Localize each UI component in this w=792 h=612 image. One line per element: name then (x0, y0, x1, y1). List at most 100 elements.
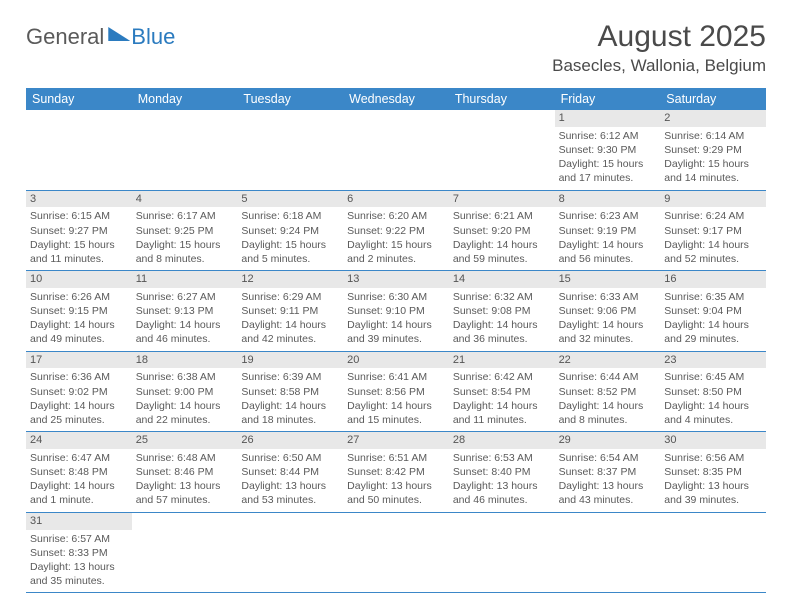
calendar-cell: 23Sunrise: 6:45 AMSunset: 8:50 PMDayligh… (660, 352, 766, 433)
calendar-row: 24Sunrise: 6:47 AMSunset: 8:48 PMDayligh… (26, 432, 766, 513)
day-sunrise: Sunrise: 6:50 AM (241, 451, 339, 465)
calendar-cell: 2Sunrise: 6:14 AMSunset: 9:29 PMDaylight… (660, 110, 766, 191)
day-number: 9 (660, 191, 766, 208)
calendar-cell-empty (132, 513, 238, 593)
day-content: Sunrise: 6:44 AMSunset: 8:52 PMDaylight:… (555, 368, 661, 431)
day-sunset: Sunset: 8:33 PM (30, 546, 128, 560)
day-sunrise: Sunrise: 6:27 AM (136, 290, 234, 304)
calendar-cell: 11Sunrise: 6:27 AMSunset: 9:13 PMDayligh… (132, 271, 238, 352)
day-content: Sunrise: 6:15 AMSunset: 9:27 PMDaylight:… (26, 207, 132, 270)
day-daylight: Daylight: 15 hours and 2 minutes. (347, 238, 445, 266)
calendar-cell: 14Sunrise: 6:32 AMSunset: 9:08 PMDayligh… (449, 271, 555, 352)
calendar-cell: 13Sunrise: 6:30 AMSunset: 9:10 PMDayligh… (343, 271, 449, 352)
page-header: General Blue August 2025 Basecles, Wallo… (26, 20, 766, 76)
calendar-cell: 8Sunrise: 6:23 AMSunset: 9:19 PMDaylight… (555, 191, 661, 272)
calendar-cell: 31Sunrise: 6:57 AMSunset: 8:33 PMDayligh… (26, 513, 132, 593)
day-sunset: Sunset: 8:37 PM (559, 465, 657, 479)
day-sunrise: Sunrise: 6:51 AM (347, 451, 445, 465)
calendar-cell: 29Sunrise: 6:54 AMSunset: 8:37 PMDayligh… (555, 432, 661, 513)
weekday-header: Saturday (660, 88, 766, 110)
day-sunrise: Sunrise: 6:44 AM (559, 370, 657, 384)
calendar-header-row: SundayMondayTuesdayWednesdayThursdayFrid… (26, 88, 766, 110)
day-number: 14 (449, 271, 555, 288)
calendar-row: 31Sunrise: 6:57 AMSunset: 8:33 PMDayligh… (26, 513, 766, 593)
day-daylight: Daylight: 14 hours and 29 minutes. (664, 318, 762, 346)
title-block: August 2025 Basecles, Wallonia, Belgium (552, 20, 766, 76)
calendar-cell: 17Sunrise: 6:36 AMSunset: 9:02 PMDayligh… (26, 352, 132, 433)
day-sunset: Sunset: 8:58 PM (241, 385, 339, 399)
day-daylight: Daylight: 13 hours and 57 minutes. (136, 479, 234, 507)
day-content: Sunrise: 6:57 AMSunset: 8:33 PMDaylight:… (26, 530, 132, 593)
day-sunrise: Sunrise: 6:23 AM (559, 209, 657, 223)
day-number: 24 (26, 432, 132, 449)
day-daylight: Daylight: 14 hours and 4 minutes. (664, 399, 762, 427)
day-sunset: Sunset: 8:40 PM (453, 465, 551, 479)
day-sunrise: Sunrise: 6:17 AM (136, 209, 234, 223)
day-daylight: Daylight: 14 hours and 49 minutes. (30, 318, 128, 346)
location-label: Basecles, Wallonia, Belgium (552, 56, 766, 76)
day-number: 20 (343, 352, 449, 369)
day-number: 4 (132, 191, 238, 208)
calendar-cell: 12Sunrise: 6:29 AMSunset: 9:11 PMDayligh… (237, 271, 343, 352)
day-sunrise: Sunrise: 6:21 AM (453, 209, 551, 223)
calendar-cell: 5Sunrise: 6:18 AMSunset: 9:24 PMDaylight… (237, 191, 343, 272)
calendar-cell: 22Sunrise: 6:44 AMSunset: 8:52 PMDayligh… (555, 352, 661, 433)
day-daylight: Daylight: 15 hours and 8 minutes. (136, 238, 234, 266)
day-content: Sunrise: 6:32 AMSunset: 9:08 PMDaylight:… (449, 288, 555, 351)
day-number: 8 (555, 191, 661, 208)
day-sunrise: Sunrise: 6:57 AM (30, 532, 128, 546)
day-daylight: Daylight: 13 hours and 46 minutes. (453, 479, 551, 507)
day-sunset: Sunset: 9:24 PM (241, 224, 339, 238)
calendar-cell: 20Sunrise: 6:41 AMSunset: 8:56 PMDayligh… (343, 352, 449, 433)
calendar-cell: 28Sunrise: 6:53 AMSunset: 8:40 PMDayligh… (449, 432, 555, 513)
day-sunrise: Sunrise: 6:26 AM (30, 290, 128, 304)
day-daylight: Daylight: 14 hours and 25 minutes. (30, 399, 128, 427)
day-number: 13 (343, 271, 449, 288)
day-sunset: Sunset: 9:27 PM (30, 224, 128, 238)
day-number: 3 (26, 191, 132, 208)
day-daylight: Daylight: 14 hours and 8 minutes. (559, 399, 657, 427)
day-sunrise: Sunrise: 6:56 AM (664, 451, 762, 465)
calendar-cell-empty (237, 110, 343, 191)
calendar-cell: 10Sunrise: 6:26 AMSunset: 9:15 PMDayligh… (26, 271, 132, 352)
day-sunset: Sunset: 8:44 PM (241, 465, 339, 479)
calendar-cell-empty (449, 110, 555, 191)
day-content: Sunrise: 6:45 AMSunset: 8:50 PMDaylight:… (660, 368, 766, 431)
day-daylight: Daylight: 14 hours and 42 minutes. (241, 318, 339, 346)
day-sunset: Sunset: 8:52 PM (559, 385, 657, 399)
day-daylight: Daylight: 14 hours and 18 minutes. (241, 399, 339, 427)
weekday-header: Friday (555, 88, 661, 110)
day-daylight: Daylight: 14 hours and 46 minutes. (136, 318, 234, 346)
day-sunrise: Sunrise: 6:53 AM (453, 451, 551, 465)
day-sunrise: Sunrise: 6:32 AM (453, 290, 551, 304)
calendar-body: 1Sunrise: 6:12 AMSunset: 9:30 PMDaylight… (26, 110, 766, 593)
day-sunrise: Sunrise: 6:45 AM (664, 370, 762, 384)
day-content: Sunrise: 6:56 AMSunset: 8:35 PMDaylight:… (660, 449, 766, 512)
day-number: 30 (660, 432, 766, 449)
day-content: Sunrise: 6:41 AMSunset: 8:56 PMDaylight:… (343, 368, 449, 431)
calendar-cell: 27Sunrise: 6:51 AMSunset: 8:42 PMDayligh… (343, 432, 449, 513)
day-content: Sunrise: 6:24 AMSunset: 9:17 PMDaylight:… (660, 207, 766, 270)
day-number: 12 (237, 271, 343, 288)
day-daylight: Daylight: 14 hours and 39 minutes. (347, 318, 445, 346)
day-number: 7 (449, 191, 555, 208)
day-number: 25 (132, 432, 238, 449)
day-sunset: Sunset: 8:42 PM (347, 465, 445, 479)
calendar-cell: 15Sunrise: 6:33 AMSunset: 9:06 PMDayligh… (555, 271, 661, 352)
day-content: Sunrise: 6:39 AMSunset: 8:58 PMDaylight:… (237, 368, 343, 431)
day-content: Sunrise: 6:27 AMSunset: 9:13 PMDaylight:… (132, 288, 238, 351)
day-number: 5 (237, 191, 343, 208)
day-number: 26 (237, 432, 343, 449)
day-sunset: Sunset: 9:30 PM (559, 143, 657, 157)
day-daylight: Daylight: 15 hours and 14 minutes. (664, 157, 762, 185)
calendar-cell-empty (343, 110, 449, 191)
day-daylight: Daylight: 13 hours and 43 minutes. (559, 479, 657, 507)
calendar-cell: 24Sunrise: 6:47 AMSunset: 8:48 PMDayligh… (26, 432, 132, 513)
day-daylight: Daylight: 13 hours and 50 minutes. (347, 479, 445, 507)
day-sunset: Sunset: 9:11 PM (241, 304, 339, 318)
calendar-cell-empty (555, 513, 661, 593)
day-sunrise: Sunrise: 6:35 AM (664, 290, 762, 304)
day-daylight: Daylight: 14 hours and 11 minutes. (453, 399, 551, 427)
calendar-cell: 1Sunrise: 6:12 AMSunset: 9:30 PMDaylight… (555, 110, 661, 191)
day-sunrise: Sunrise: 6:41 AM (347, 370, 445, 384)
